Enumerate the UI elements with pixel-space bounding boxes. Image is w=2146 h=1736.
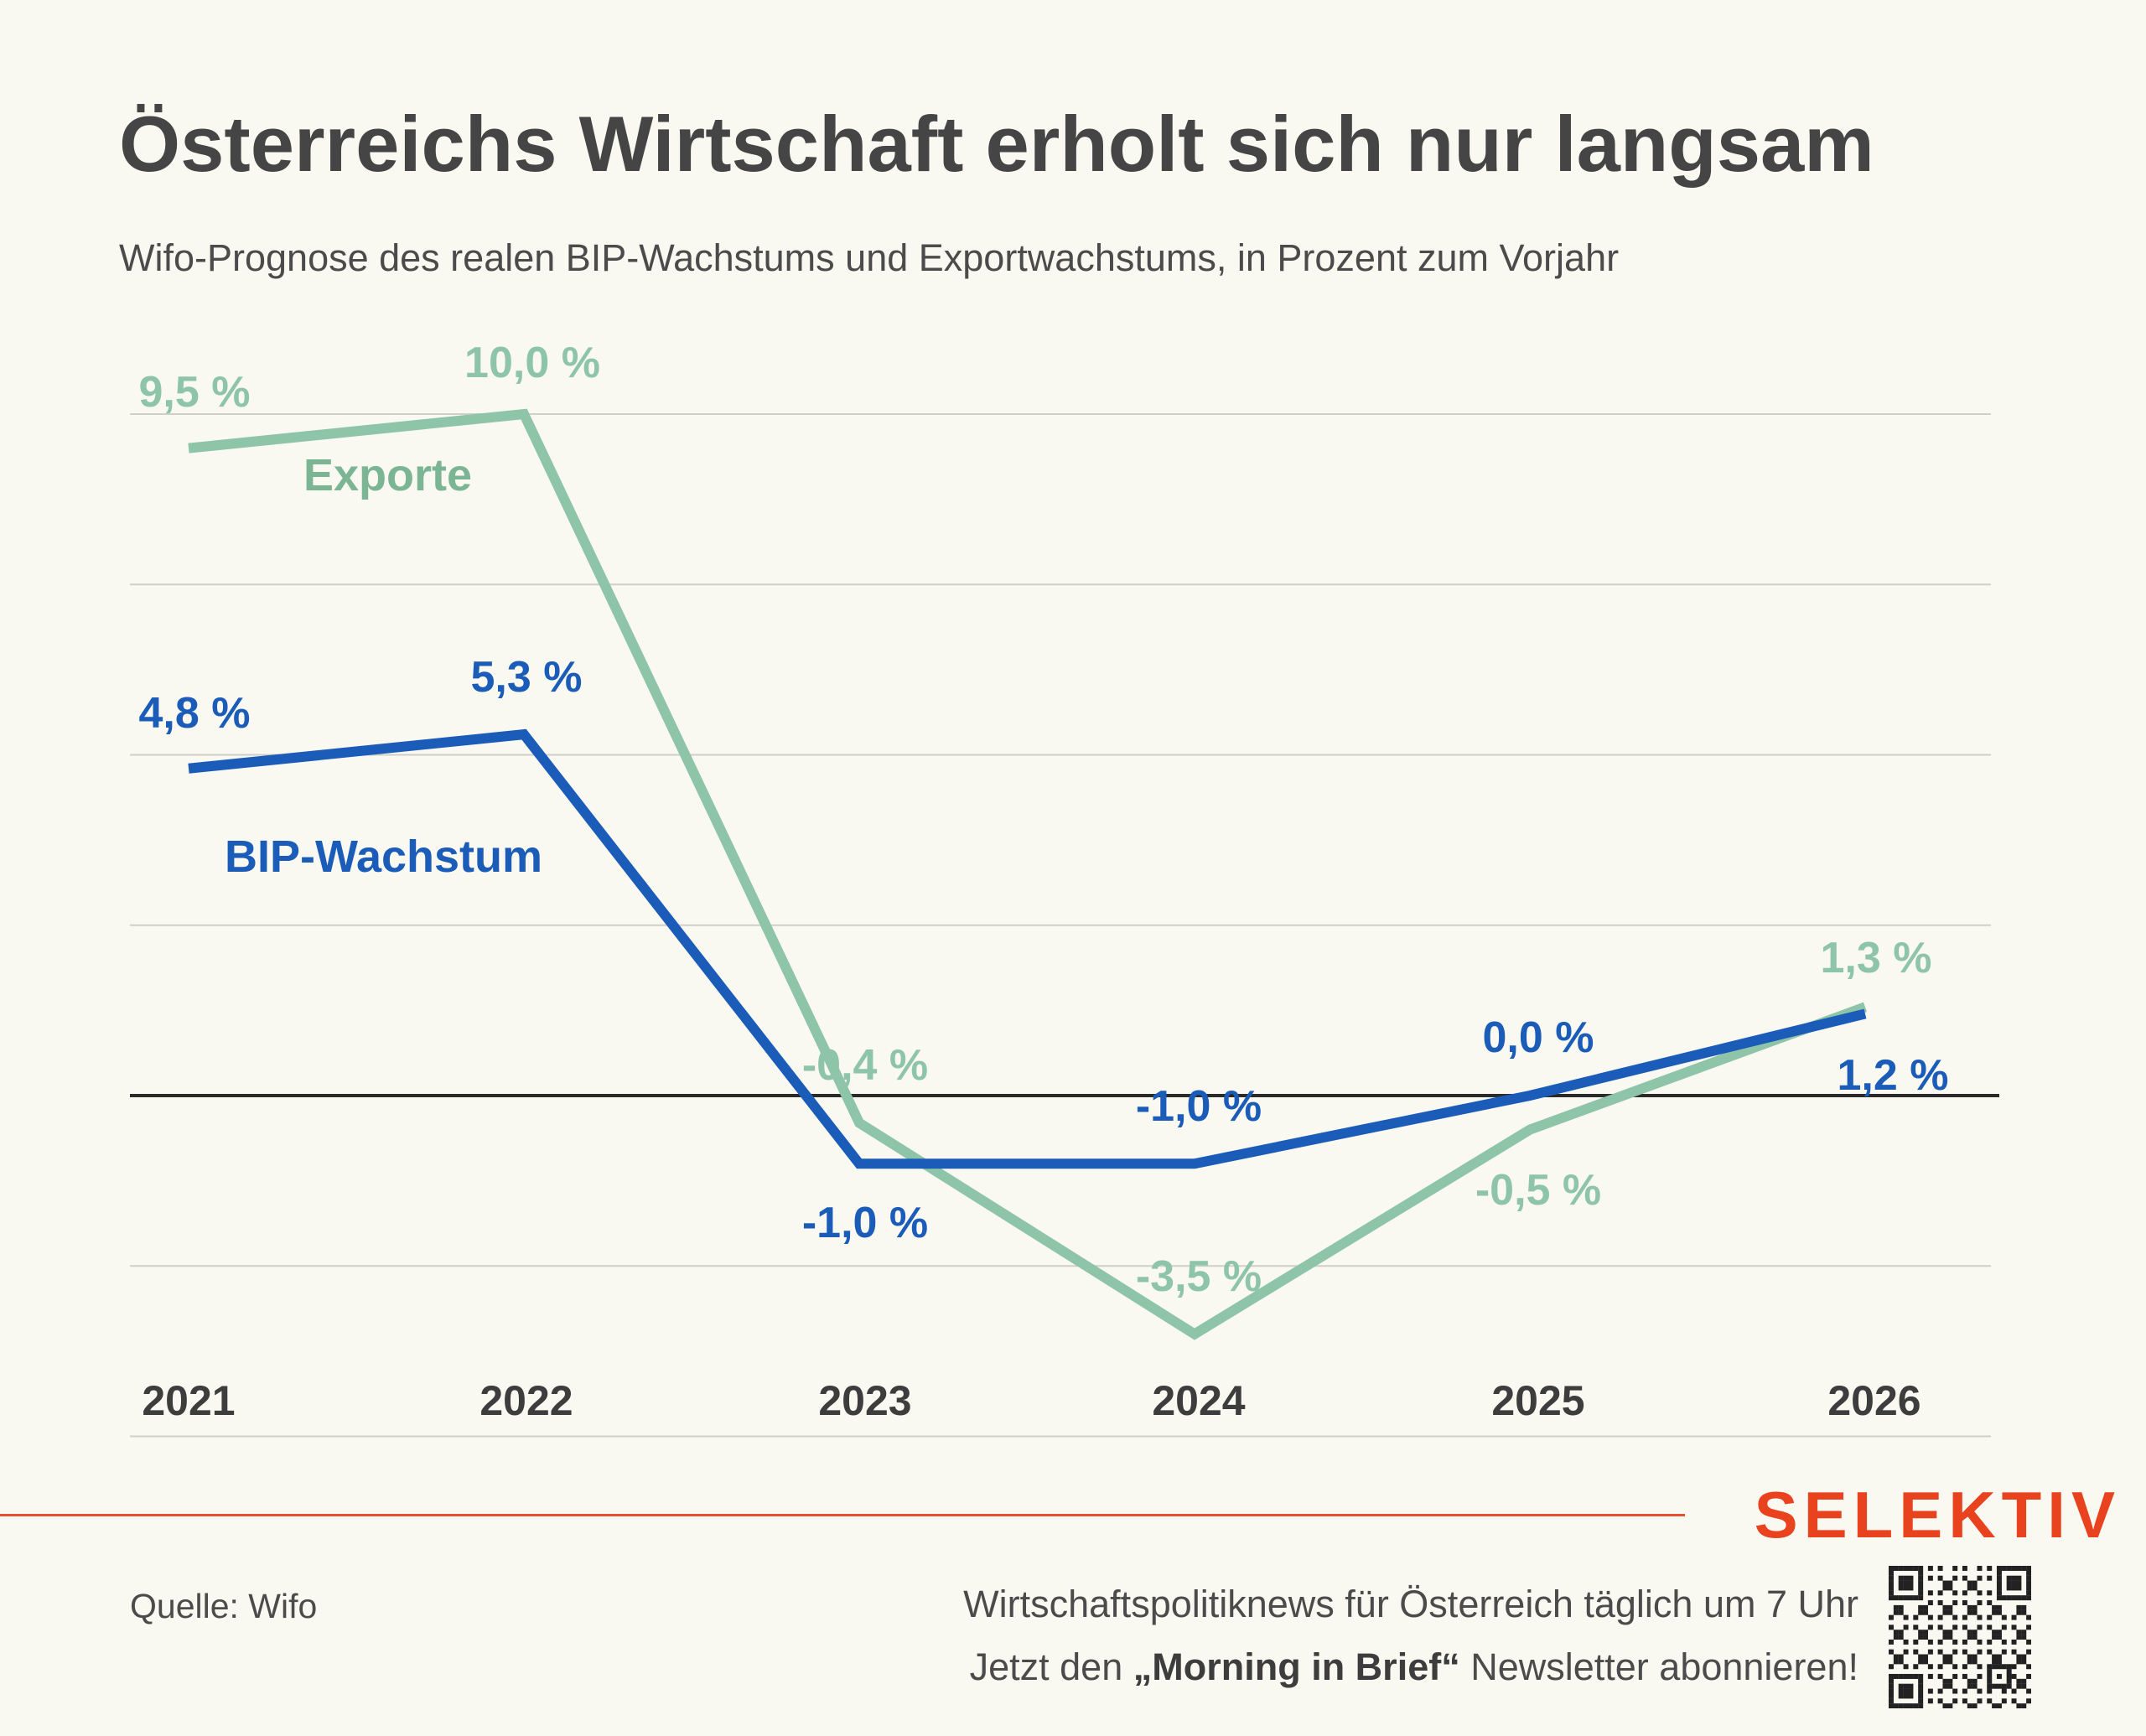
x-tick-label: 2021 [142, 1377, 235, 1424]
x-axis-tick-labels: 2021 2022 2023 2024 2025 2026 [142, 1377, 1921, 1424]
data-label: -0,5 % [1475, 1166, 1601, 1215]
data-label: -1,0 % [1136, 1082, 1262, 1131]
footer-divider [0, 1514, 1685, 1516]
data-labels: 9,5 % 10,0 % -0,4 % -3,5 % -0,5 % 1,3 % 4,8 % 5… [139, 339, 1949, 1301]
line-chart: 2021 2022 2023 2024 2025 2026 9,5 % 10,0 % -0,4… [130, 339, 1999, 1438]
source-note: Quelle: Wifo [130, 1587, 318, 1625]
data-label: 5,3 % [471, 653, 583, 702]
series-name-labels: Exporte BIP-Wachstum [225, 450, 542, 882]
promo-line-2[interactable]: Jetzt den „Morning in Brief“ Newsletter … [970, 1645, 1858, 1689]
promo-line-2-suffix: Newsletter abonnieren! [1459, 1645, 1858, 1688]
x-tick-label: 2023 [818, 1377, 911, 1424]
data-label: 10,0 % [464, 339, 600, 387]
qr-code-icon[interactable] [1889, 1566, 2031, 1708]
chart-subtitle: Wifo-Prognose des realen BIP-Wachstums u… [119, 236, 1620, 279]
x-tick-label: 2026 [1827, 1377, 1921, 1424]
data-label: 1,2 % [1838, 1051, 1949, 1100]
data-label: -0,4 % [802, 1041, 928, 1090]
data-label: 4,8 % [139, 689, 251, 738]
data-label: 0,0 % [1483, 1013, 1594, 1062]
x-tick-label: 2022 [479, 1377, 573, 1424]
gridlines [130, 413, 1999, 1438]
promo-line-2-prefix: Jetzt den [969, 1645, 1133, 1688]
series-lines [188, 408, 1868, 1340]
data-label: -3,5 % [1136, 1252, 1262, 1301]
series-name-bip: BIP-Wachstum [225, 832, 542, 882]
chart-title: Österreichs Wirtschaft erholt sich nur l… [119, 100, 1874, 188]
x-tick-label: 2024 [1152, 1377, 1245, 1424]
newsletter-name[interactable]: „Morning in Brief“ [1133, 1645, 1460, 1688]
brand-logo: SELEKTIV [1754, 1478, 2121, 1552]
data-label: -1,0 % [802, 1199, 928, 1247]
x-tick-label: 2025 [1491, 1377, 1584, 1424]
series-line [188, 408, 1868, 1340]
promo-line-1: Wirtschaftspolitiknews für Österreich tä… [963, 1583, 1858, 1625]
data-label: 1,3 % [1821, 934, 1932, 982]
series-line [188, 728, 1867, 1169]
series-name-exporte: Exporte [303, 450, 472, 500]
data-label: 9,5 % [139, 368, 251, 417]
